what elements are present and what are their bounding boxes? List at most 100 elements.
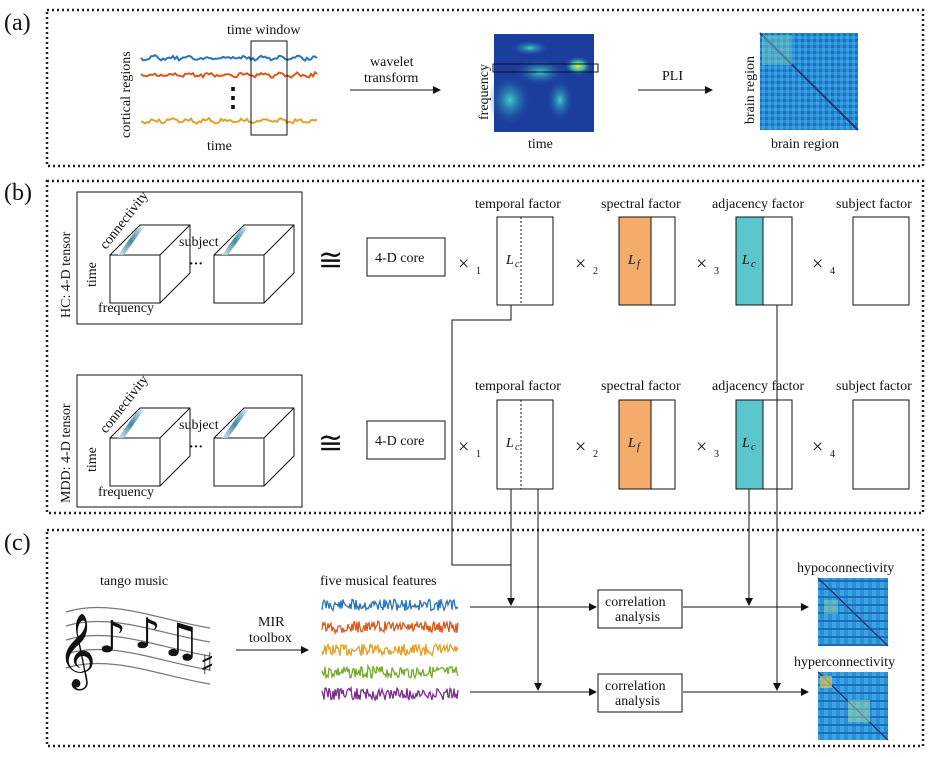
mdd-spectral-factor-label: spectral factor	[601, 379, 681, 394]
mdd-time-label: time	[85, 447, 100, 472]
correlation-box-2	[597, 673, 683, 713]
hc-subject-factor	[852, 216, 910, 306]
correlation-2-line1: correlation	[605, 679, 666, 694]
mdd-times-2: ×	[575, 436, 586, 458]
hc-adjacency-factor-label: adjacency factor	[712, 197, 804, 212]
hc-mode-2: 2	[593, 266, 598, 277]
hc-times-4: ×	[812, 253, 823, 275]
hc-adjacency-block	[735, 216, 764, 306]
feature-blue	[321, 598, 459, 613]
hc-spectral-block	[618, 216, 652, 306]
mdd-adjacency-lc-sub: c	[751, 442, 756, 453]
matrix-x-label: brain region	[771, 137, 839, 152]
mdd-connectivity-label: connectivity	[97, 373, 151, 437]
hc-subject-factor-label: subject factor	[836, 197, 912, 212]
mir-label-1: MIR	[258, 615, 285, 630]
mdd-mode-4: 4	[830, 449, 835, 460]
mdd-temporal-factor-label: temporal factor	[475, 379, 561, 394]
mdd-temporal-lc-sub: c	[515, 442, 520, 453]
mdd-temporal-lc: L	[505, 436, 514, 451]
mdd-mode-2: 2	[593, 449, 598, 460]
mdd-subject-label: subject	[179, 418, 219, 433]
hc-connectivity-label: connectivity	[97, 189, 151, 253]
panel-a-letter: (a)	[4, 10, 31, 36]
correlation-box-1	[597, 589, 683, 629]
hc-temporal-connector	[451, 305, 515, 606]
hc-adjacency-lc: L	[741, 253, 750, 268]
panel-c: (c) tango music 𝄞 ♪ ♪ ♫ ♯ MIR toolbox fi…	[4, 528, 925, 748]
hc-tensor: HC: 4-D tensor connectivity time frequen…	[59, 189, 303, 325]
hypoconnectivity-label: hypoconnectivity	[797, 561, 894, 576]
hc-time-label: time	[85, 262, 100, 287]
hc-adjacency-lc-sub: c	[751, 259, 756, 270]
sharp-icon: ♯	[200, 647, 215, 682]
connectivity-matrix-a	[759, 32, 859, 131]
spectrogram-frequency-label: frequency	[477, 64, 492, 120]
hc-times-1: ×	[458, 253, 469, 275]
pli-label: PLI	[662, 69, 683, 84]
mdd-adjacency-lc: L	[741, 436, 750, 451]
mdd-subject-factor-label: subject factor	[836, 379, 912, 394]
mdd-mode-1: 1	[476, 449, 481, 460]
mdd-tensor: MDD: 4-D tensor connectivity time freque…	[59, 373, 303, 508]
feature-yellow	[321, 642, 459, 658]
mdd-spectral-block	[618, 399, 652, 490]
hypo-matrix	[817, 577, 889, 647]
hc-mode-1: 1	[476, 266, 481, 277]
mdd-subject-factor	[852, 399, 910, 490]
matrix-y-label: brain region	[743, 56, 758, 124]
vertical-dots: ⋮	[220, 83, 246, 112]
tango-music-label: tango music	[100, 574, 168, 589]
time-window-box	[250, 40, 288, 136]
hc-spectral-lf: L	[627, 253, 636, 268]
hc-core-box	[366, 237, 446, 277]
signal-blue	[140, 54, 318, 63]
time-label-a: time	[207, 139, 232, 154]
hc-temporal-factor-label: temporal factor	[475, 197, 561, 212]
panel-a: (a) cortical regions time ⋮ time window …	[4, 8, 925, 168]
mdd-approx: ≅	[318, 427, 343, 460]
mdd-adjacency-factor-label: adjacency factor	[712, 379, 804, 394]
beamed-notes-icon: ♫	[160, 613, 201, 667]
hc-temporal-lc: L	[505, 253, 514, 268]
signal-yellow	[140, 116, 318, 126]
correlation-2-line2: analysis	[615, 694, 660, 709]
hc-mode-3: 3	[714, 266, 719, 277]
signal-orange	[140, 70, 318, 80]
hc-times-2: ×	[575, 253, 586, 275]
connector-lines	[451, 305, 781, 691]
mir-label-2: toolbox	[249, 631, 292, 646]
hc-ellipsis: ···	[189, 257, 203, 272]
cortical-regions-label: cortical regions	[119, 51, 134, 138]
mdd-times-4: ×	[812, 436, 823, 458]
correlation-1-line2: analysis	[615, 610, 660, 625]
mdd-tensor-label: MDD: 4-D tensor	[59, 403, 74, 503]
hc-frequency-label: frequency	[98, 301, 154, 316]
five-features-label: five musical features	[320, 574, 437, 589]
hc-temporal-factor	[496, 216, 554, 306]
panel-b-letter: (b)	[4, 180, 32, 206]
mdd-spectral-lf: L	[627, 436, 636, 451]
eighth-note-icon: ♪	[98, 612, 126, 663]
hc-times-3: ×	[696, 253, 707, 275]
wavelet-label-2: transform	[364, 71, 419, 86]
mdd-times-1: ×	[458, 436, 469, 458]
hc-core-label: 4-D core	[375, 251, 424, 266]
panel-c-frame	[45, 528, 925, 748]
spectrogram-time-label: time	[528, 137, 553, 152]
feature-orange	[321, 619, 459, 636]
hc-spectral-lf-sub: f	[637, 259, 641, 270]
music-notes-illustration: 𝄞 ♪ ♪ ♫ ♯	[58, 606, 215, 691]
hyper-matrix	[817, 671, 889, 741]
mdd-temporal-factor	[496, 399, 554, 490]
treble-clef-icon: 𝄞	[58, 614, 96, 691]
mdd-spectral-lf-sub: f	[637, 442, 641, 453]
panel-c-letter: (c)	[4, 530, 31, 556]
mdd-core-box	[366, 420, 446, 460]
mdd-core-label: 4-D core	[375, 434, 424, 449]
hc-approx: ≅	[318, 244, 343, 277]
mdd-frequency-label: frequency	[98, 485, 154, 500]
feature-green	[321, 663, 459, 680]
mdd-adjacency-block	[735, 399, 764, 490]
